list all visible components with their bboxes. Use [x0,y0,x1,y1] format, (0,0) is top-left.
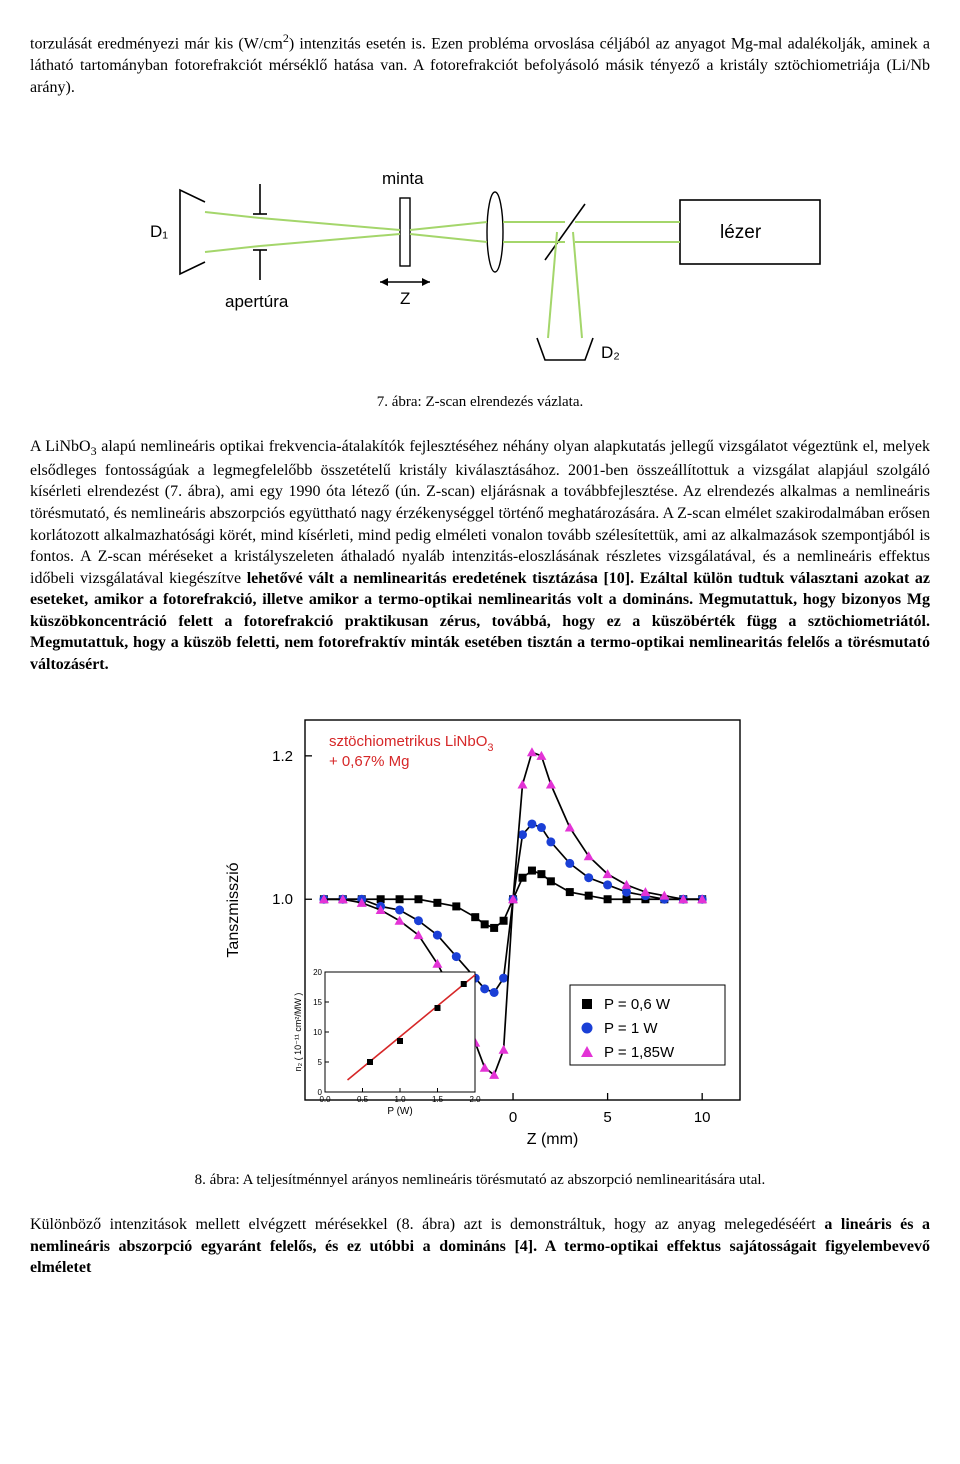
svg-text:Z: Z [400,289,410,308]
p3-plain: Különböző intenzitások mellett elvégzett… [30,1216,824,1233]
svg-text:20: 20 [313,968,322,977]
svg-text:1.0: 1.0 [394,1095,406,1104]
svg-text:P = 1 W: P = 1 W [604,1020,658,1037]
svg-text:apertúra: apertúra [225,292,289,311]
p1-pre: torzulását eredményezi már kis (W/cm [30,35,283,52]
svg-text:1.5: 1.5 [432,1095,444,1104]
svg-text:5: 5 [603,1109,611,1126]
svg-text:Tanszmisszió: Tanszmisszió [225,862,242,957]
svg-text:D₂: D₂ [601,343,620,362]
paragraph-3: Különböző intenzitások mellett elvégzett… [30,1214,930,1279]
svg-text:sztöchiometrikus LiNbO3: sztöchiometrikus LiNbO3 [329,733,494,754]
svg-text:0: 0 [509,1109,517,1126]
svg-text:1.0: 1.0 [272,891,293,908]
p2-pre: A LiNbO [30,438,91,455]
figure-8: 0 5 10 1.0 1.2 Z (mm) Tanszmisszió sztöchiometr… [30,700,930,1160]
svg-text:D₁: D₁ [150,222,168,241]
svg-text:P = 1,85W: P = 1,85W [604,1044,675,1061]
svg-text:0.5: 0.5 [357,1095,369,1104]
svg-text:Z (mm): Z (mm) [527,1131,579,1148]
svg-text:10: 10 [313,1028,322,1037]
figure-8-caption: 8. ábra: A teljesítménnyel arányos nemli… [30,1170,930,1190]
svg-text:0: 0 [318,1088,323,1097]
svg-text:n₂ ( 10⁻¹¹ cm²/MW ): n₂ ( 10⁻¹¹ cm²/MW ) [293,992,303,1071]
svg-text:1.2: 1.2 [272,748,293,765]
svg-text:10: 10 [694,1109,711,1126]
svg-text:minta: minta [382,169,424,188]
figure-7-caption: 7. ábra: Z-scan elrendezés vázlata. [30,392,930,412]
svg-text:15: 15 [313,998,322,1007]
svg-text:lézer: lézer [720,222,762,243]
figure-7: D₁ apertúra minta Zlézer D₂ [30,122,930,382]
svg-text:2.0: 2.0 [469,1095,481,1104]
svg-text:P = 0,6 W: P = 0,6 W [604,996,671,1013]
svg-text:5: 5 [318,1058,323,1067]
svg-text:+ 0,67% Mg: + 0,67% Mg [329,753,409,770]
paragraph-1: torzulását eredményezi már kis (W/cm2) i… [30,30,930,98]
paragraph-2: A LiNbO3 alapú nemlineáris optikai frekv… [30,436,930,675]
svg-text:P (W): P (W) [387,1106,412,1117]
p2-post: alapú nemlineáris optikai frekvencia-áta… [30,438,930,586]
